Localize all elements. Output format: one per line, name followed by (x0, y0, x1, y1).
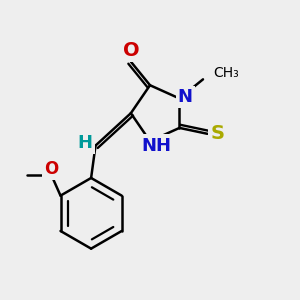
Text: CH₃: CH₃ (213, 66, 239, 80)
Text: O: O (122, 41, 139, 60)
Text: NH: NH (141, 136, 171, 154)
Text: S: S (210, 124, 224, 143)
Text: N: N (178, 88, 193, 106)
Text: H: H (78, 134, 93, 152)
Text: O: O (44, 160, 58, 178)
Text: S: S (211, 124, 225, 143)
